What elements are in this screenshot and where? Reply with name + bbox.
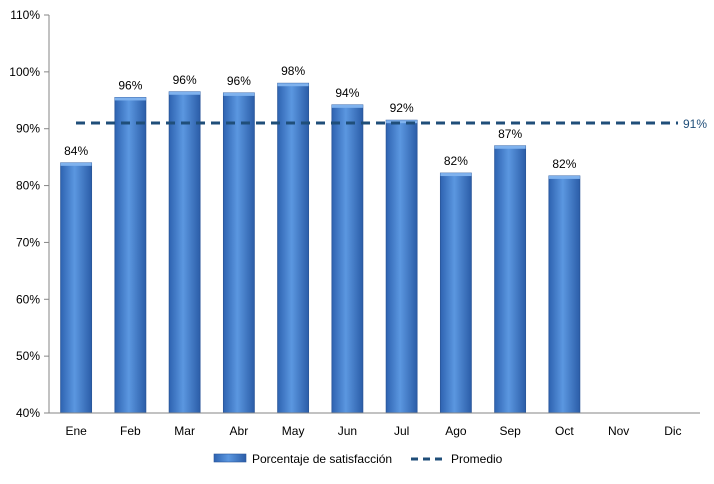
y-tick-label: 100%	[9, 65, 40, 79]
legend: Porcentaje de satisfacción Promedio	[213, 452, 503, 466]
y-axis: 40% 50% 60% 70% 80% 90% 100% 110%	[9, 8, 50, 420]
bar	[331, 104, 364, 414]
x-tick-label: Jun	[338, 424, 357, 438]
bar	[277, 82, 310, 414]
bar	[222, 92, 255, 414]
legend-swatch-bars	[213, 453, 247, 463]
bar-top-highlight	[277, 83, 309, 87]
data-label: 82%	[552, 157, 576, 171]
x-tick-label: Jul	[394, 424, 409, 438]
bar	[548, 175, 581, 414]
x-axis: Ene Feb Mar Abr May Jun Jul Ago Sep Oct Nov Dic	[49, 412, 700, 438]
x-tick-label: Oct	[555, 424, 574, 438]
y-tick-label: 80%	[16, 179, 40, 193]
legend-label-average: Promedio	[451, 452, 503, 466]
x-tick-label: May	[282, 424, 305, 438]
x-tick-label: Mar	[174, 424, 195, 438]
y-tick-label: 50%	[16, 349, 40, 363]
bar-top-highlight	[169, 91, 201, 95]
y-tick-label: 90%	[16, 122, 40, 136]
x-tick-label: Sep	[499, 424, 521, 438]
data-label: 94%	[335, 86, 359, 100]
bar-top-highlight	[114, 97, 146, 101]
bar-top-highlight	[440, 173, 472, 177]
average-line-group: 91%	[76, 117, 707, 131]
x-tick-label: Ene	[65, 424, 87, 438]
y-tick-label: 40%	[16, 406, 40, 420]
data-labels: 84% 96% 96% 96% 98% 94% 92% 82% 87% 82%	[64, 64, 577, 171]
bar	[439, 172, 472, 414]
bar-top-highlight	[60, 162, 92, 166]
legend-label-bars: Porcentaje de satisfacción	[252, 452, 392, 466]
data-label: 98%	[281, 64, 305, 78]
data-label: 87%	[498, 127, 522, 141]
bar	[114, 97, 147, 414]
x-tick-label: Nov	[608, 424, 629, 438]
bar-top-highlight	[331, 104, 363, 108]
x-tick-label: Feb	[120, 424, 141, 438]
y-tick-label: 110%	[10, 8, 40, 22]
bar	[385, 119, 418, 414]
average-label: 91%	[683, 117, 707, 131]
bar-top-highlight	[386, 120, 418, 124]
bar	[494, 145, 527, 414]
bar	[60, 162, 93, 414]
x-tick-label: Dic	[664, 424, 681, 438]
bar-series	[60, 82, 581, 414]
bar-top-highlight	[223, 92, 255, 96]
bar-top-highlight	[548, 175, 580, 179]
data-label: 82%	[444, 154, 468, 168]
x-tick-label: Ago	[445, 424, 467, 438]
data-label: 92%	[390, 101, 414, 115]
data-label: 96%	[173, 73, 197, 87]
data-label: 96%	[118, 78, 142, 92]
y-tick-label: 70%	[16, 235, 40, 249]
bar-top-highlight	[494, 145, 526, 149]
data-label: 96%	[227, 74, 251, 88]
y-tick-label: 60%	[16, 292, 40, 306]
data-label: 84%	[64, 144, 88, 158]
bar	[168, 91, 201, 414]
x-tick-label: Abr	[230, 424, 249, 438]
